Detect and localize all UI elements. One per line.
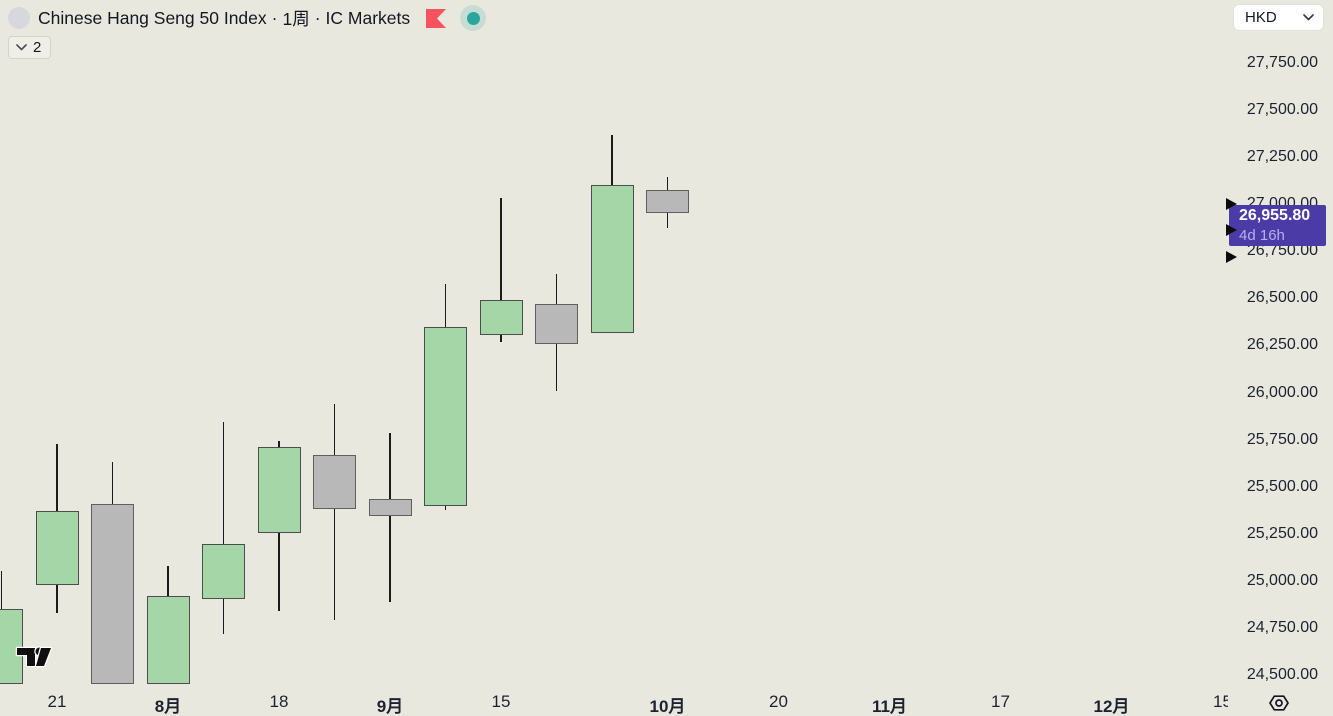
candle-body-down xyxy=(91,503,134,685)
market-status-icon[interactable] xyxy=(460,5,487,31)
candle-body-up xyxy=(590,185,634,334)
last-price-value: 26,955.80 xyxy=(1239,206,1311,224)
candle-body-up xyxy=(479,300,523,336)
indicator-count: 2 xyxy=(33,39,42,56)
price-marker-arrow-icon xyxy=(1226,197,1237,210)
candle-body-down xyxy=(313,454,356,510)
time-axis-tick: 20 xyxy=(769,692,788,711)
time-axis-tick: 11月 xyxy=(872,697,907,716)
price-axis-label: 24,750.00 xyxy=(1246,618,1318,636)
candle-body-up xyxy=(146,595,190,685)
time-axis-tick: 21 xyxy=(47,692,67,711)
currency-select[interactable]: HKD xyxy=(1233,4,1324,31)
currency-value: HKD xyxy=(1245,9,1277,26)
candle-body-up xyxy=(424,326,467,507)
broker-label[interactable]: IC Markets xyxy=(325,7,411,28)
flag-icon[interactable] xyxy=(426,8,447,28)
candle-body-up xyxy=(35,511,79,585)
time-axis-tick: 10月 xyxy=(649,697,686,716)
time-axis-tick: 15 xyxy=(491,692,511,711)
price-marker-arrow-icon xyxy=(1226,250,1237,263)
price-axis-label: 26,000.00 xyxy=(1246,383,1318,401)
time-axis[interactable]: 21 8月 18 9月 15 10月 20 11月 17 12月 15 xyxy=(0,688,1333,716)
candle-body-down xyxy=(368,498,412,516)
candle-wick xyxy=(500,197,502,342)
chart-plot[interactable] xyxy=(0,0,1228,688)
market-status-dot-icon xyxy=(466,11,480,25)
symbol-logo-placeholder-circle xyxy=(8,7,30,29)
symbol-name[interactable]: Chinese Hang Seng 50 Index xyxy=(38,7,267,28)
price-axis[interactable]: 27,750.00 27,500.00 27,250.00 27,000.00 26,7… xyxy=(1226,0,1333,688)
candle-wick xyxy=(222,421,225,634)
candle-body-down xyxy=(535,304,578,344)
price-axis-label: 26,250.00 xyxy=(1246,336,1318,354)
tradingview-logo[interactable] xyxy=(15,641,53,673)
title-separator: · xyxy=(314,7,321,28)
candle-body-up xyxy=(202,544,245,599)
time-axis-tick: 15 xyxy=(1213,692,1228,711)
candle-body-up xyxy=(257,447,301,533)
time-axis-tick: 12月 xyxy=(1093,697,1130,716)
price-axis-label: 27,750.00 xyxy=(1246,54,1318,71)
price-axis-label: 25,750.00 xyxy=(1246,430,1318,448)
price-axis-label: 24,500.00 xyxy=(1246,666,1318,683)
price-axis-label: 26,750.00 xyxy=(1246,242,1318,260)
time-axis-tick: 18 xyxy=(269,692,289,711)
time-axis-tick: 17 xyxy=(991,692,1010,711)
price-axis-label: 27,500.00 xyxy=(1246,101,1318,119)
time-axis-tick: 8月 xyxy=(154,697,182,716)
price-axis-label: 27,250.00 xyxy=(1246,148,1318,166)
candle-wick xyxy=(389,433,391,602)
price-axis-label: 26,500.00 xyxy=(1246,289,1318,307)
chevron-down-icon xyxy=(1303,14,1314,21)
candle-body-down xyxy=(646,190,689,213)
price-axis-label: 25,500.00 xyxy=(1246,477,1318,495)
candle-wick xyxy=(333,403,336,621)
interval-label[interactable]: 1周 xyxy=(282,8,310,29)
chevron-down-icon xyxy=(16,44,27,51)
gear-icon[interactable] xyxy=(1268,693,1290,713)
time-axis-tick: 9月 xyxy=(376,697,404,716)
title-separator: · xyxy=(271,7,278,28)
last-price-label: 26,955.80 4d 16h xyxy=(1229,204,1326,246)
chart-legend-header: Chinese Hang Seng 50 Index · 1周 · IC Mar… xyxy=(8,5,487,31)
legend-collapse-button[interactable]: 2 xyxy=(8,36,52,59)
price-marker-arrow-icon xyxy=(1226,224,1237,236)
price-axis-label: 25,000.00 xyxy=(1246,571,1318,589)
price-axis-label: 25,250.00 xyxy=(1246,524,1318,542)
bar-countdown: 4d 16h xyxy=(1239,226,1285,244)
symbol-title-row[interactable]: Chinese Hang Seng 50 Index · 1周 · IC Mar… xyxy=(38,6,410,31)
candle-body-up xyxy=(0,609,23,685)
